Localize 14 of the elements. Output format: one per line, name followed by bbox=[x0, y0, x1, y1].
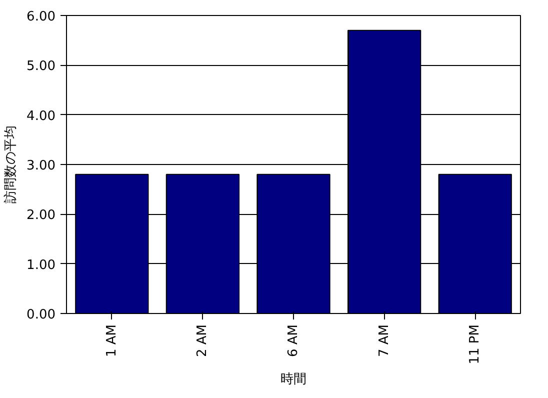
y-tick-label: 1.00 bbox=[26, 258, 56, 273]
y-tick-label: 5.00 bbox=[26, 59, 56, 74]
x-tick-label: 6 AM bbox=[286, 324, 301, 358]
y-tick-label: 0.00 bbox=[26, 308, 56, 322]
y-tick-label: 6.00 bbox=[26, 10, 56, 24]
x-axis-title: 時間 bbox=[280, 372, 306, 388]
y-tick-label: 2.00 bbox=[26, 208, 56, 224]
x-tick-label: 7 AM bbox=[376, 324, 392, 358]
x-tick-label: 1 AM bbox=[104, 324, 120, 358]
x-tick-label: 2 AM bbox=[195, 324, 210, 358]
y-tick-label: 4.00 bbox=[26, 108, 56, 124]
x-tick-label: 11 PM bbox=[468, 324, 483, 364]
y-axis-title: 訪問数の平均 bbox=[4, 126, 19, 204]
y-tick-label: 3.00 bbox=[26, 158, 56, 174]
